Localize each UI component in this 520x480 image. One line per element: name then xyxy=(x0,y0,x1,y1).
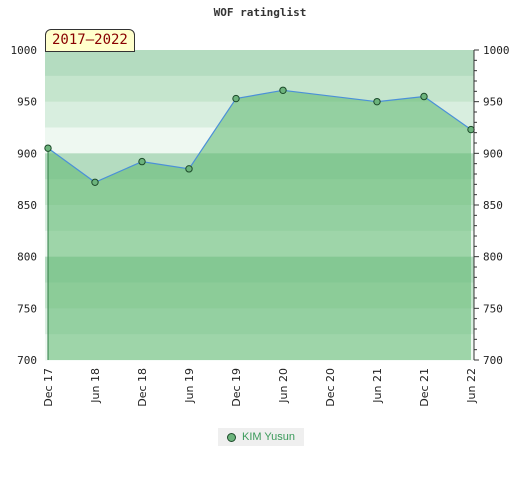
y-tick-label-right: 700 xyxy=(483,354,503,367)
rating-chart: 700 750 800 850 900 950 1000 700 750 800 850 900 95… xyxy=(11,44,510,407)
x-tick-label: Dec 19 xyxy=(230,368,243,407)
rating-area-fill xyxy=(48,90,471,361)
x-tick-label: Jun 19 xyxy=(183,368,196,404)
data-point xyxy=(91,178,99,186)
y-axis-left-labels: 700 750 800 850 900 950 1000 xyxy=(11,44,38,367)
y-tick-label-left: 1000 xyxy=(11,44,38,57)
data-point xyxy=(467,125,475,134)
y-tick-label-right: 1000 xyxy=(483,44,510,57)
period-badge: 2017–2022 xyxy=(45,29,135,52)
legend-marker-icon xyxy=(227,432,236,442)
y-tick-label-left: 700 xyxy=(17,354,37,367)
y-tick-label-right: 800 xyxy=(483,251,503,264)
x-tick-label: Jun 20 xyxy=(277,368,290,404)
x-tick-label: Dec 18 xyxy=(136,368,149,407)
data-point xyxy=(185,165,193,173)
y-tick-label-left: 950 xyxy=(17,96,37,109)
background-band xyxy=(45,50,474,77)
x-axis-labels: Dec 17 Jun 18 Dec 18 Jun 19 Dec 19 Jun 20 Dec … xyxy=(42,368,478,407)
y-tick-label-left: 800 xyxy=(17,251,37,264)
y-tick-label-right: 850 xyxy=(483,199,503,212)
y-tick-label-right: 750 xyxy=(483,302,503,315)
data-point xyxy=(279,86,287,95)
x-tick-label: Dec 20 xyxy=(324,368,337,407)
x-tick-label: Dec 21 xyxy=(418,368,431,407)
legend-label: KIM Yusun xyxy=(242,431,295,443)
x-tick-label: Jun 21 xyxy=(371,368,384,404)
rating-area xyxy=(47,90,471,361)
axes xyxy=(473,49,479,361)
data-point xyxy=(44,144,52,152)
data-point xyxy=(138,157,146,166)
y-tick-label-right: 950 xyxy=(483,96,503,109)
y-tick-label-right: 900 xyxy=(483,147,503,160)
data-point xyxy=(373,97,381,106)
legend: KIM Yusun xyxy=(218,428,304,446)
y-tick-label-left: 850 xyxy=(17,199,37,212)
chart-title: WOF ratinglist xyxy=(213,6,307,19)
x-tick-label: Jun 18 xyxy=(89,368,102,404)
data-point xyxy=(420,92,428,101)
x-tick-label: Dec 17 xyxy=(42,368,55,407)
y-tick-label-left: 900 xyxy=(17,147,37,160)
y-axis-right-labels: 700 750 800 850 900 950 1000 xyxy=(483,44,510,367)
y-tick-label-left: 750 xyxy=(17,302,37,315)
data-points xyxy=(44,86,475,186)
data-point xyxy=(232,94,240,103)
x-tick-label: Jun 22 xyxy=(465,368,478,404)
